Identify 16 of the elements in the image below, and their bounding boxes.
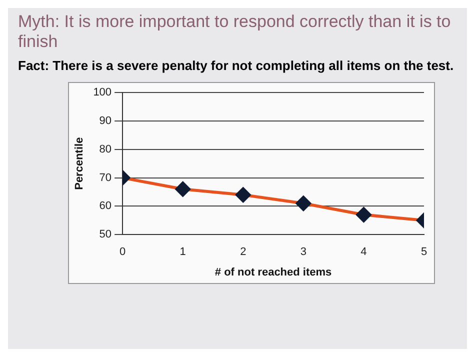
x-tick-label: 1	[180, 246, 186, 258]
y-tick-label: 50	[99, 228, 112, 241]
x-axis-title: # of not reached items	[214, 266, 332, 278]
y-tick-label: 80	[99, 143, 112, 156]
y-axis-title: Percentile	[74, 137, 86, 190]
y-tick-label: 70	[99, 172, 112, 184]
chart-subtitle: Fact: There is a severe penalty for not completing all items on the test.	[18, 58, 455, 74]
y-tick-label: 60	[99, 200, 112, 212]
chart-title: Myth: It is more important to respond correctly than it is to finish	[18, 12, 452, 52]
y-tick-label: 100	[93, 86, 112, 99]
x-tick-label: 3	[300, 246, 306, 258]
x-tick-label: 2	[240, 246, 246, 258]
x-tick-label: 5	[420, 246, 428, 258]
x-tick-label: 0	[119, 246, 126, 258]
y-tick-label: 90	[99, 115, 112, 128]
x-tick-label: 4	[360, 246, 367, 258]
